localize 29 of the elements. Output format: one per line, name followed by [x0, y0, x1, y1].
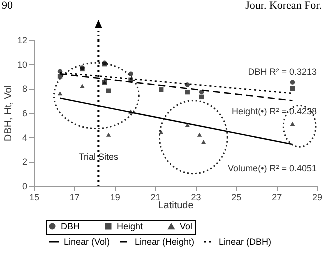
- ref-line-label: Trial Sites: [78, 152, 120, 162]
- legend-label: Vol: [180, 222, 193, 232]
- annotation: DBH R² = 0.3213: [248, 67, 317, 78]
- x-tick-label: 27: [272, 192, 282, 202]
- x-tick-label: 17: [70, 192, 80, 202]
- legend-label: Height: [117, 222, 144, 232]
- annotation: Height(•) R² = 0.4238: [232, 106, 317, 117]
- legend-label: Linear (DBH): [219, 237, 272, 247]
- y-axis-title: DBH, Ht, Vol: [3, 85, 14, 142]
- x-tick-label: 21: [150, 192, 161, 202]
- annotation: Volume(•) R² = 0.4051: [228, 163, 317, 174]
- y-tick-label: 4: [22, 132, 28, 143]
- y-tick-label: 8: [22, 84, 28, 94]
- legend-label: Linear (Height): [135, 237, 195, 247]
- x-tick-label: 15: [29, 192, 40, 202]
- legend-label: Linear (Vol): [64, 237, 110, 247]
- x-tick-label: 23: [191, 192, 202, 202]
- x-axis-title: Latitude: [158, 200, 194, 212]
- y-tick-label: 2: [22, 157, 28, 168]
- text: 90: [2, 0, 13, 12]
- x-tick-label: 25: [232, 192, 242, 202]
- y-tick-label: 10: [17, 60, 28, 70]
- text: Jour. Korean For.: [246, 0, 322, 12]
- y-tick-label: 0: [22, 182, 28, 192]
- y-tick-label: 12: [17, 36, 28, 46]
- x-tick-label: 19: [110, 192, 120, 202]
- y-tick-label: 6: [22, 108, 28, 118]
- legend-label: DBH: [61, 222, 80, 232]
- x-tick-label: 29: [312, 192, 323, 202]
